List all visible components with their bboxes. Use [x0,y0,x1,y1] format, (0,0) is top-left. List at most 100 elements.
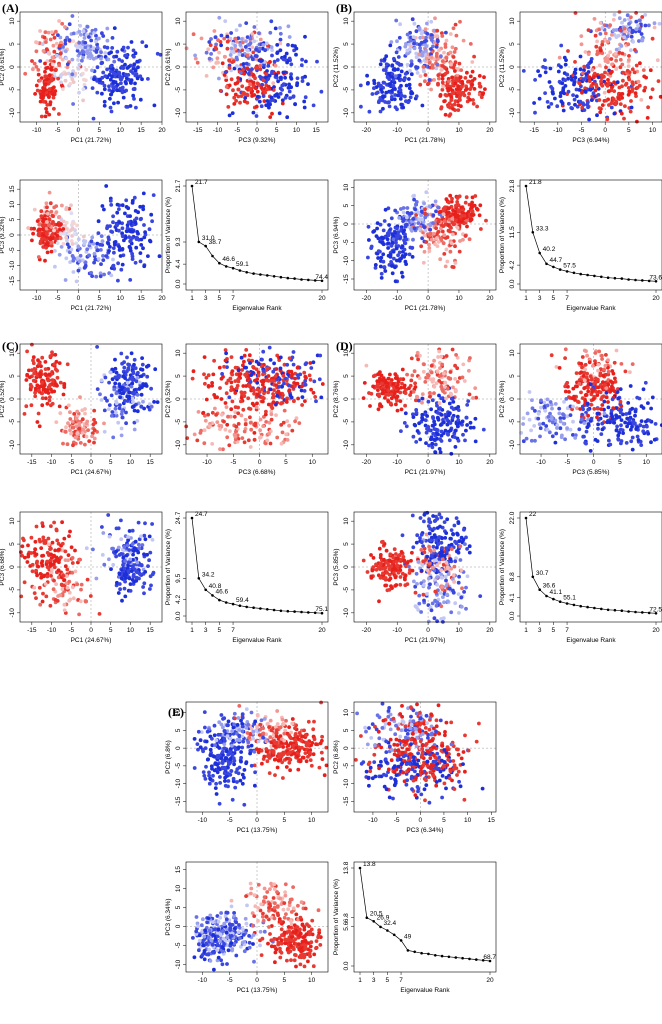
data-point [273,63,278,68]
data-point [459,68,464,72]
data-point [100,60,105,65]
data-point [227,443,232,448]
data-point [134,105,138,110]
data-point [243,422,248,427]
data-point [68,410,72,415]
data-point [593,88,598,93]
data-point [402,228,406,233]
data-point [140,362,145,367]
data-point [129,384,134,389]
data-point [117,248,122,252]
scree-point [606,276,610,280]
data-point [424,56,429,61]
data-point [93,257,98,262]
data-point [257,99,262,104]
y-axis-label: PC3 (6.68%) [0,548,6,585]
data-point [640,15,645,19]
data-point [64,425,68,430]
data-point [141,399,145,404]
data-point [101,34,106,38]
data-point [106,241,111,246]
data-point [407,47,412,52]
data-point [443,428,448,433]
data-point [417,26,422,31]
data-point [146,77,150,81]
scree-point [204,588,207,592]
data-point [101,254,105,258]
data-point [204,50,209,55]
data-point [113,72,118,77]
data-point [392,56,396,61]
data-point [439,68,444,72]
data-point [562,55,567,60]
data-point [457,249,462,254]
data-point [127,235,132,240]
data-point [82,241,87,246]
data-point [152,103,157,108]
data-point [120,203,125,208]
data-point [405,206,410,210]
data-point [578,54,583,59]
x-tick-label: 10 [117,127,125,134]
data-point [223,427,228,432]
data-point [447,210,451,215]
data-point [426,373,431,378]
data-point [434,381,439,386]
data-point [60,203,64,208]
data-point [446,376,451,380]
data-point [266,374,271,378]
data-point [436,73,441,78]
data-point [253,378,257,383]
x-tick-label: -5 [230,459,236,466]
data-point [65,586,70,590]
scree-point [286,609,290,613]
data-point [81,98,85,103]
data-point [455,414,460,419]
data-point [65,62,70,67]
data-point [122,572,127,577]
data-point [143,230,148,235]
data-point [102,272,106,277]
data-point [386,100,391,105]
data-point [52,565,57,570]
data-point [251,110,256,115]
data-point [94,245,99,250]
data-point [87,253,91,258]
scree-point [238,269,242,272]
data-point [312,379,317,384]
data-point [95,387,100,391]
data-point [435,369,440,374]
data-point [261,94,266,98]
data-point [125,543,130,548]
data-point [232,414,237,419]
data-point [34,568,38,573]
data-point [463,438,467,443]
data-point [549,102,554,106]
data-point [410,91,415,96]
data-point [138,74,143,79]
data-point [273,374,278,378]
data-point [64,206,69,210]
data-point [139,534,143,539]
data-point [620,51,625,56]
data-point [386,253,391,258]
data-point [477,74,482,78]
data-point [598,32,603,36]
data-point [386,376,391,381]
data-point [90,68,94,73]
data-point [473,194,478,198]
data-point [69,431,73,436]
data-point [453,22,458,27]
data-point [119,576,124,581]
data-point [106,513,111,517]
data-point [595,406,600,411]
cumulative-label: 46.6 [216,588,229,595]
data-point [216,38,220,42]
data-point [70,57,75,62]
data-point [577,88,582,92]
data-point [56,76,60,81]
data-point [629,439,634,444]
data-point [252,391,256,396]
data-point [119,81,123,86]
data-point [579,84,583,89]
